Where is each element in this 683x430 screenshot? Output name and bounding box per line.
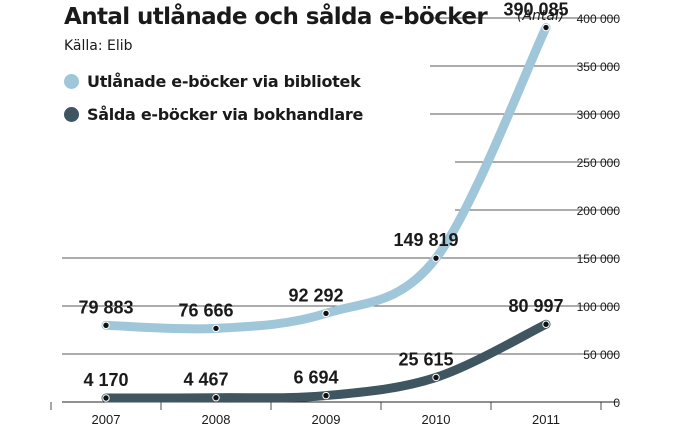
legend-label-series-2: Sålda e-böcker via bokhandlare [87,105,363,124]
data-point-series-1 [542,23,550,32]
legend-item-series-1: Utlånade e-böcker via bibliotek [64,72,361,91]
chart-source: Källa: Elib [64,38,133,54]
data-point-series-2 [542,320,550,328]
x-tick-label: 2008 [202,412,231,427]
data-label-series-2: 4 170 [83,370,128,390]
y-tick-label: 300 000 [577,108,621,122]
y-axis-unit: (Antal) [517,8,565,24]
y-tick-label: 350 000 [577,60,621,74]
x-tick-label: 2010 [422,412,451,427]
data-label-series-1: 76 666 [178,300,233,320]
data-label-series-1: 390 085 [503,0,568,20]
data-label-series-1: 79 883 [78,297,133,317]
data-point-series-1 [212,324,220,333]
legend-marker-series-2 [64,107,79,122]
chart-title: Antal utlånade och sålda e-böcker [64,4,488,30]
data-point-series-2 [322,391,330,400]
data-label-series-2: 25 615 [398,349,453,369]
data-label-series-2: 6 694 [293,368,338,388]
x-tick-label: 2011 [532,412,560,427]
data-point-series-2 [212,394,220,402]
y-tick-label: 100 000 [577,300,621,314]
series-line-1 [101,23,551,334]
data-point-series-2 [432,373,440,382]
data-label-series-1: 92 292 [288,285,343,305]
x-tick-label: 2009 [312,412,341,427]
y-tick-label: 0 [613,396,620,410]
legend-label-series-1: Utlånade e-böcker via bibliotek [87,72,361,91]
y-tick-label: 250 000 [577,156,621,170]
legend-marker-series-1 [64,74,79,89]
y-tick-label: 150 000 [577,252,621,266]
y-tick-label: 400 000 [577,12,621,26]
data-point-series-1 [432,254,440,262]
data-label-series-2: 4 467 [183,370,228,390]
y-tick-label: 200 000 [577,204,621,218]
y-tick-label: 50 000 [583,348,620,362]
data-point-series-2 [102,394,110,402]
legend-item-series-2: Sålda e-böcker via bokhandlare [64,105,363,124]
data-label-series-2: 80 997 [508,296,563,316]
x-tick-label: 2007 [92,412,121,427]
data-point-series-1 [322,309,330,318]
data-label-series-1: 149 819 [393,230,458,250]
data-point-series-1 [102,321,110,330]
